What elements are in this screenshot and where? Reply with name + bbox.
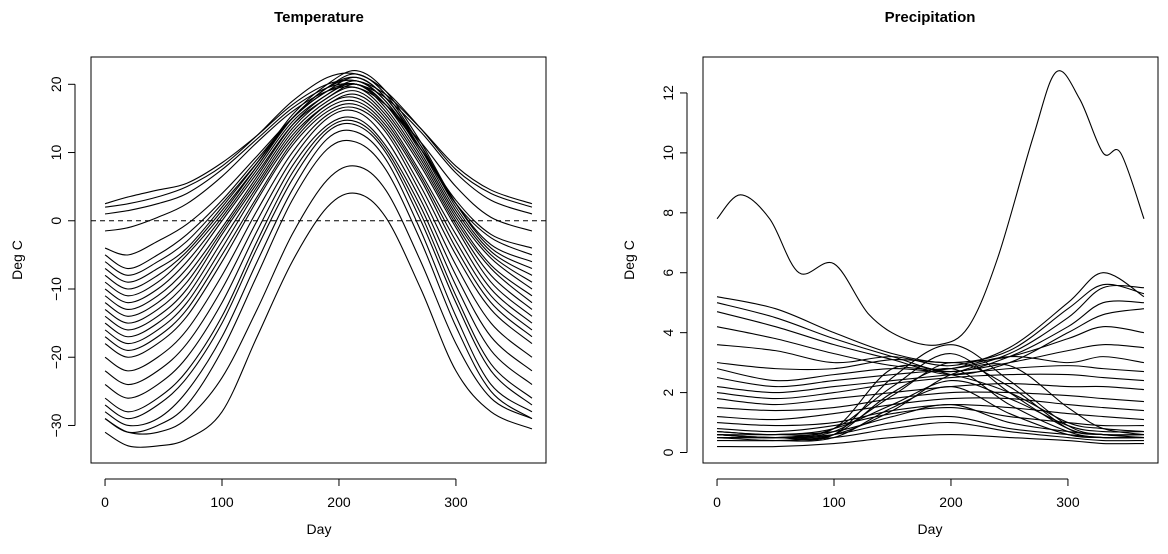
series-line xyxy=(716,283,1145,364)
y-tick-label: −30 xyxy=(48,413,64,437)
series-line xyxy=(104,139,533,434)
series-line xyxy=(104,122,533,420)
series-line xyxy=(716,344,1145,382)
series-line xyxy=(104,109,533,386)
y-tick-label: 10 xyxy=(48,145,64,161)
y-tick-label: 2 xyxy=(660,388,676,396)
y-tick-label: 20 xyxy=(48,76,64,92)
series-line xyxy=(717,421,1144,442)
series-line xyxy=(104,165,533,435)
series-group xyxy=(716,70,1145,448)
series-line xyxy=(717,391,1145,412)
series-line xyxy=(717,407,1144,433)
series-line xyxy=(104,76,533,297)
series-line xyxy=(716,284,1144,370)
x-axis-label: Day xyxy=(918,521,943,537)
series-line xyxy=(104,96,533,345)
series-line xyxy=(104,86,533,232)
x-tick-label: 100 xyxy=(822,494,846,510)
series-line xyxy=(717,386,1144,442)
series-line xyxy=(104,80,533,304)
y-tick-label: 10 xyxy=(660,145,676,161)
series-line xyxy=(104,73,533,290)
series-line xyxy=(717,397,1144,421)
y-axis-label: Deg C xyxy=(621,240,637,280)
series-line xyxy=(716,373,1145,400)
series-line xyxy=(716,70,1145,346)
y-tick-label: 6 xyxy=(660,269,676,277)
precipitation-panel: Precipitation 0 100 200 300 0 2 4 6 8 10 12 Day Deg C xyxy=(621,9,1159,537)
series-line xyxy=(104,79,533,270)
plot-frame xyxy=(90,56,547,464)
series-group xyxy=(104,70,533,448)
y-tick-label: 4 xyxy=(660,329,676,337)
x-tick-label: 0 xyxy=(713,494,721,510)
series-line xyxy=(104,70,533,283)
series-line xyxy=(104,93,533,338)
series-line xyxy=(104,83,533,256)
series-line xyxy=(104,106,533,372)
series-line xyxy=(717,403,1145,427)
series-line xyxy=(104,90,533,331)
y-tick-label: −10 xyxy=(48,277,64,301)
series-line xyxy=(717,404,1144,436)
series-line xyxy=(104,129,533,427)
series-line xyxy=(104,86,533,324)
y-axis-label: Deg C xyxy=(9,240,25,280)
series-line xyxy=(104,72,533,208)
y-tick-label: 8 xyxy=(660,209,676,217)
series-line xyxy=(717,415,1144,439)
x-axis-label: Day xyxy=(307,521,332,537)
series-line xyxy=(104,99,533,351)
series-line xyxy=(104,192,533,448)
chart-title: Precipitation xyxy=(885,9,976,26)
y-tick-label: 0 xyxy=(660,448,676,456)
series-line xyxy=(104,103,533,358)
temperature-panel: Temperature 0 100 200 300 −30 −20 −10 0 10 20 Day De… xyxy=(9,9,547,537)
y-tick-label: 0 xyxy=(48,217,64,225)
series-line xyxy=(104,82,533,215)
series-line xyxy=(104,79,533,205)
series-line xyxy=(104,83,533,311)
x-tick-label: 100 xyxy=(210,494,234,510)
y-tick-label: 12 xyxy=(660,85,676,101)
series-line xyxy=(104,83,533,317)
x-tick-label: 200 xyxy=(939,494,963,510)
x-tick-label: 300 xyxy=(444,494,468,510)
series-line xyxy=(717,433,1144,448)
series-line xyxy=(104,116,533,399)
chart-title: Temperature xyxy=(274,9,364,26)
x-tick-label: 200 xyxy=(327,494,351,510)
y-tick-label: −20 xyxy=(48,345,64,369)
series-line xyxy=(716,272,1145,367)
series-line xyxy=(104,119,533,413)
series-line xyxy=(717,363,1145,439)
x-tick-label: 0 xyxy=(101,494,109,510)
x-tick-label: 300 xyxy=(1056,494,1080,510)
plot-frame xyxy=(702,56,1159,464)
